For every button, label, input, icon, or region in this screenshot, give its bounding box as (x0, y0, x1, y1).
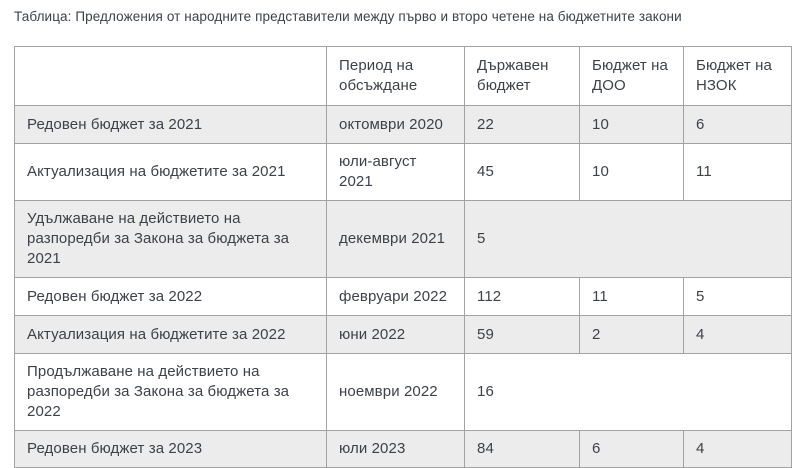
table-caption: Таблица: Предложения от народните предст… (14, 9, 682, 24)
header-period-cell: Период на обсъждане (326, 46, 465, 106)
row-label-cell: Удължаване на действието на разпоредби з… (14, 200, 327, 278)
row-label-cell: Редовен бюджет за 2022 (14, 277, 327, 316)
nzok-budget-cell: 5 (683, 277, 792, 316)
table-row: Продължаване на действието на разпоредби… (14, 353, 792, 431)
doo-budget-cell: 10 (579, 143, 684, 201)
period-cell: юни 2022 (326, 315, 465, 354)
period-cell: юли-август 2021 (326, 143, 465, 201)
state-budget-cell: 45 (464, 143, 580, 201)
table-header: Период на обсъждане Държавен бюджет Бюдж… (14, 46, 792, 106)
merged-values-cell: 5 (464, 200, 792, 278)
header-row: Период на обсъждане Държавен бюджет Бюдж… (14, 46, 792, 106)
table-row: Редовен бюджет за 2023 юли 2023 84 6 4 (14, 430, 792, 468)
table-row: Актуализация на бюджетите за 2022 юни 20… (14, 315, 792, 354)
state-budget-cell: 59 (464, 315, 580, 354)
row-label-cell: Редовен бюджет за 2021 (14, 105, 327, 144)
header-state-budget-cell: Държавен бюджет (464, 46, 580, 106)
row-label-cell: Продължаване на действието на разпоредби… (14, 353, 327, 431)
period-cell: октомври 2020 (326, 105, 465, 144)
budget-proposals-table: Период на обсъждане Държавен бюджет Бюдж… (14, 46, 792, 468)
doo-budget-cell: 11 (579, 277, 684, 316)
row-label-cell: Актуализация на бюджетите за 2021 (14, 143, 327, 201)
merged-values-cell: 16 (464, 353, 792, 431)
nzok-budget-cell: 4 (683, 315, 792, 354)
row-label-cell: Актуализация на бюджетите за 2022 (14, 315, 327, 354)
nzok-budget-cell: 4 (683, 430, 792, 468)
nzok-budget-cell: 11 (683, 143, 792, 201)
period-cell: ноември 2022 (326, 353, 465, 431)
doo-budget-cell: 6 (579, 430, 684, 468)
table-body: Редовен бюджет за 2021 октомври 2020 22 … (14, 105, 792, 468)
nzok-budget-cell: 6 (683, 105, 792, 144)
doo-budget-cell: 2 (579, 315, 684, 354)
state-budget-cell: 22 (464, 105, 580, 144)
state-budget-cell: 112 (464, 277, 580, 316)
table-row: Удължаване на действието на разпоредби з… (14, 200, 792, 278)
table-row: Редовен бюджет за 2021 октомври 2020 22 … (14, 105, 792, 144)
period-cell: декември 2021 (326, 200, 465, 278)
table-row: Редовен бюджет за 2022 февруари 2022 112… (14, 277, 792, 316)
period-cell: февруари 2022 (326, 277, 465, 316)
header-empty-cell (14, 46, 327, 106)
state-budget-cell: 84 (464, 430, 580, 468)
doo-budget-cell: 10 (579, 105, 684, 144)
header-doo-budget-cell: Бюджет на ДОО (579, 46, 684, 106)
row-label-cell: Редовен бюджет за 2023 (14, 430, 327, 468)
table-row: Актуализация на бюджетите за 2021 юли-ав… (14, 143, 792, 201)
header-nzok-budget-cell: Бюджет на НЗОК (683, 46, 792, 106)
period-cell: юли 2023 (326, 430, 465, 468)
